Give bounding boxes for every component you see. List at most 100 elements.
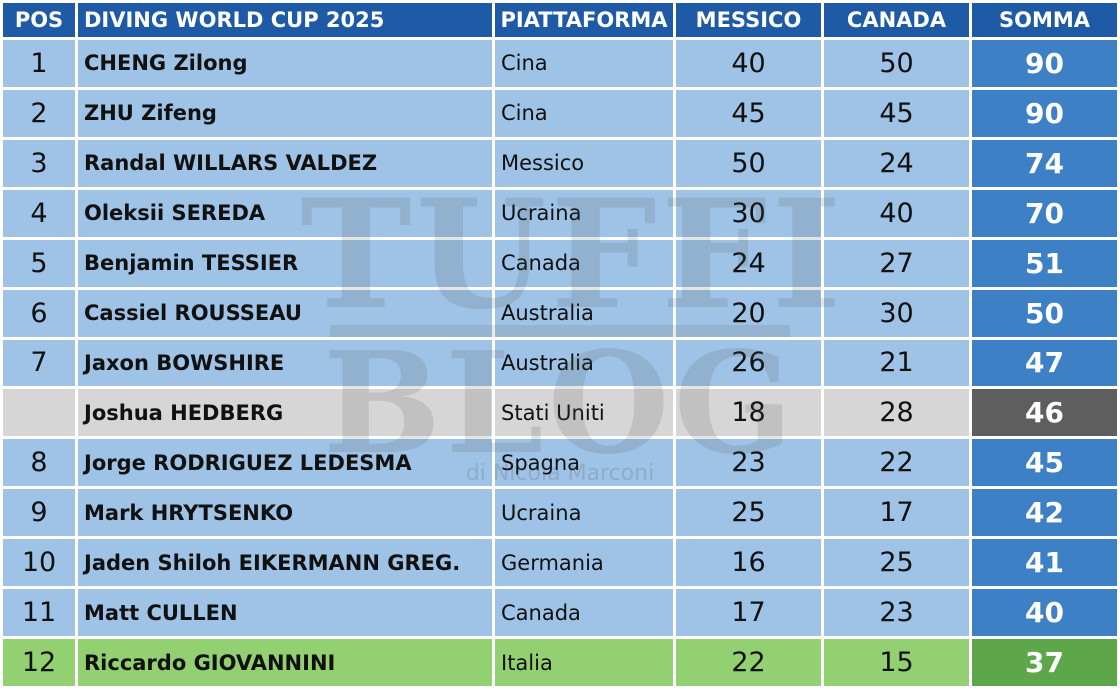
header-pos: POS	[3, 3, 75, 37]
nation-cell: Germania	[495, 539, 673, 587]
athlete-name: Riccardo GIOVANNINI	[78, 639, 492, 686]
nation-cell: Cina	[495, 40, 673, 87]
position-cell: 3	[3, 139, 75, 187]
athlete-name: Jaden Shiloh EIKERMANN GREG.	[78, 539, 492, 587]
athlete-name: Benjamin TESSIER	[78, 239, 492, 287]
total-score: 50	[972, 289, 1117, 337]
mexico-score: 16	[676, 539, 821, 587]
nation-cell: Stati Uniti	[495, 389, 673, 437]
athlete-name: Jaxon BOWSHIRE	[78, 339, 492, 387]
nation-cell: Australia	[495, 289, 673, 337]
header-event: DIVING WORLD CUP 2025	[78, 3, 492, 37]
table-row: 6 Cassiel ROUSSEAU Australia 20 30 50	[3, 289, 1117, 337]
athlete-name: CHENG Zilong	[78, 40, 492, 87]
athlete-name: Joshua HEDBERG	[78, 389, 492, 437]
athlete-name: Cassiel ROUSSEAU	[78, 289, 492, 337]
position-cell: 6	[3, 289, 75, 337]
canada-score: 24	[824, 139, 969, 187]
nation-cell: Ucraina	[495, 189, 673, 237]
header-canada: CANADA	[824, 3, 969, 37]
table-row: 10 Jaden Shiloh EIKERMANN GREG. Germania 16…	[3, 539, 1117, 587]
mexico-score: 50	[676, 139, 821, 187]
athlete-name: ZHU Zifeng	[78, 89, 492, 137]
table-row: 3 Randal WILLARS VALDEZ Messico 50 24 74	[3, 139, 1117, 187]
mexico-score: 25	[676, 489, 821, 537]
table-row: 12 Riccardo GIOVANNINI Italia 22 15 37	[3, 639, 1117, 686]
total-score: 90	[972, 89, 1117, 137]
total-score: 41	[972, 539, 1117, 587]
mexico-score: 23	[676, 439, 821, 487]
table-row: 2 ZHU Zifeng Cina 45 45 90	[3, 89, 1117, 137]
header-platform: PIATTAFORMA	[495, 3, 673, 37]
canada-score: 40	[824, 189, 969, 237]
total-score: 90	[972, 40, 1117, 87]
mexico-score: 40	[676, 40, 821, 87]
nation-cell: Italia	[495, 639, 673, 686]
position-cell: 9	[3, 489, 75, 537]
canada-score: 23	[824, 589, 969, 637]
table-row: 7 Jaxon BOWSHIRE Australia 26 21 47	[3, 339, 1117, 387]
total-score: 45	[972, 439, 1117, 487]
athlete-name: Mark HRYTSENKO	[78, 489, 492, 537]
nation-cell: Spagna	[495, 439, 673, 487]
position-cell: 8	[3, 439, 75, 487]
position-cell: 12	[3, 639, 75, 686]
position-cell: 1	[3, 40, 75, 87]
canada-score: 28	[824, 389, 969, 437]
total-score: 70	[972, 189, 1117, 237]
athlete-name: Jorge RODRIGUEZ LEDESMA	[78, 439, 492, 487]
position-cell: 10	[3, 539, 75, 587]
total-score: 40	[972, 589, 1117, 637]
total-score: 42	[972, 489, 1117, 537]
mexico-score: 18	[676, 389, 821, 437]
canada-score: 25	[824, 539, 969, 587]
canada-score: 27	[824, 239, 969, 287]
total-score: 51	[972, 239, 1117, 287]
header-mexico: MESSICO	[676, 3, 821, 37]
athlete-name: Matt CULLEN	[78, 589, 492, 637]
mexico-score: 30	[676, 189, 821, 237]
nation-cell: Canada	[495, 589, 673, 637]
canada-score: 30	[824, 289, 969, 337]
table-row: 9 Mark HRYTSENKO Ucraina 25 17 42	[3, 489, 1117, 537]
position-cell: 4	[3, 189, 75, 237]
canada-score: 15	[824, 639, 969, 686]
header-sum: SOMMA	[972, 3, 1117, 37]
nation-cell: Messico	[495, 139, 673, 187]
table-row: 1 CHENG Zilong Cina 40 50 90	[3, 40, 1117, 87]
position-cell	[3, 389, 75, 437]
athlete-name: Oleksii SEREDA	[78, 189, 492, 237]
table-row: 8 Jorge RODRIGUEZ LEDESMA Spagna 23 22 45	[3, 439, 1117, 487]
table-row: 5 Benjamin TESSIER Canada 24 27 51	[3, 239, 1117, 287]
table-row: Joshua HEDBERG Stati Uniti 18 28 46	[3, 389, 1117, 437]
nation-cell: Ucraina	[495, 489, 673, 537]
table-row: 11 Matt CULLEN Canada 17 23 40	[3, 589, 1117, 637]
total-score: 47	[972, 339, 1117, 387]
position-cell: 5	[3, 239, 75, 287]
canada-score: 21	[824, 339, 969, 387]
table-header-row: POS DIVING WORLD CUP 2025 PIATTAFORMA ME…	[3, 3, 1117, 37]
mexico-score: 26	[676, 339, 821, 387]
total-score: 74	[972, 139, 1117, 187]
total-score: 46	[972, 389, 1117, 437]
canada-score: 22	[824, 439, 969, 487]
table-row: 4 Oleksii SEREDA Ucraina 30 40 70	[3, 189, 1117, 237]
mexico-score: 20	[676, 289, 821, 337]
total-score: 37	[972, 639, 1117, 686]
canada-score: 17	[824, 489, 969, 537]
nation-cell: Australia	[495, 339, 673, 387]
canada-score: 50	[824, 40, 969, 87]
mexico-score: 17	[676, 589, 821, 637]
canada-score: 45	[824, 89, 969, 137]
position-cell: 11	[3, 589, 75, 637]
athlete-name: Randal WILLARS VALDEZ	[78, 139, 492, 187]
mexico-score: 22	[676, 639, 821, 686]
mexico-score: 24	[676, 239, 821, 287]
nation-cell: Cina	[495, 89, 673, 137]
position-cell: 2	[3, 89, 75, 137]
mexico-score: 45	[676, 89, 821, 137]
position-cell: 7	[3, 339, 75, 387]
nation-cell: Canada	[495, 239, 673, 287]
